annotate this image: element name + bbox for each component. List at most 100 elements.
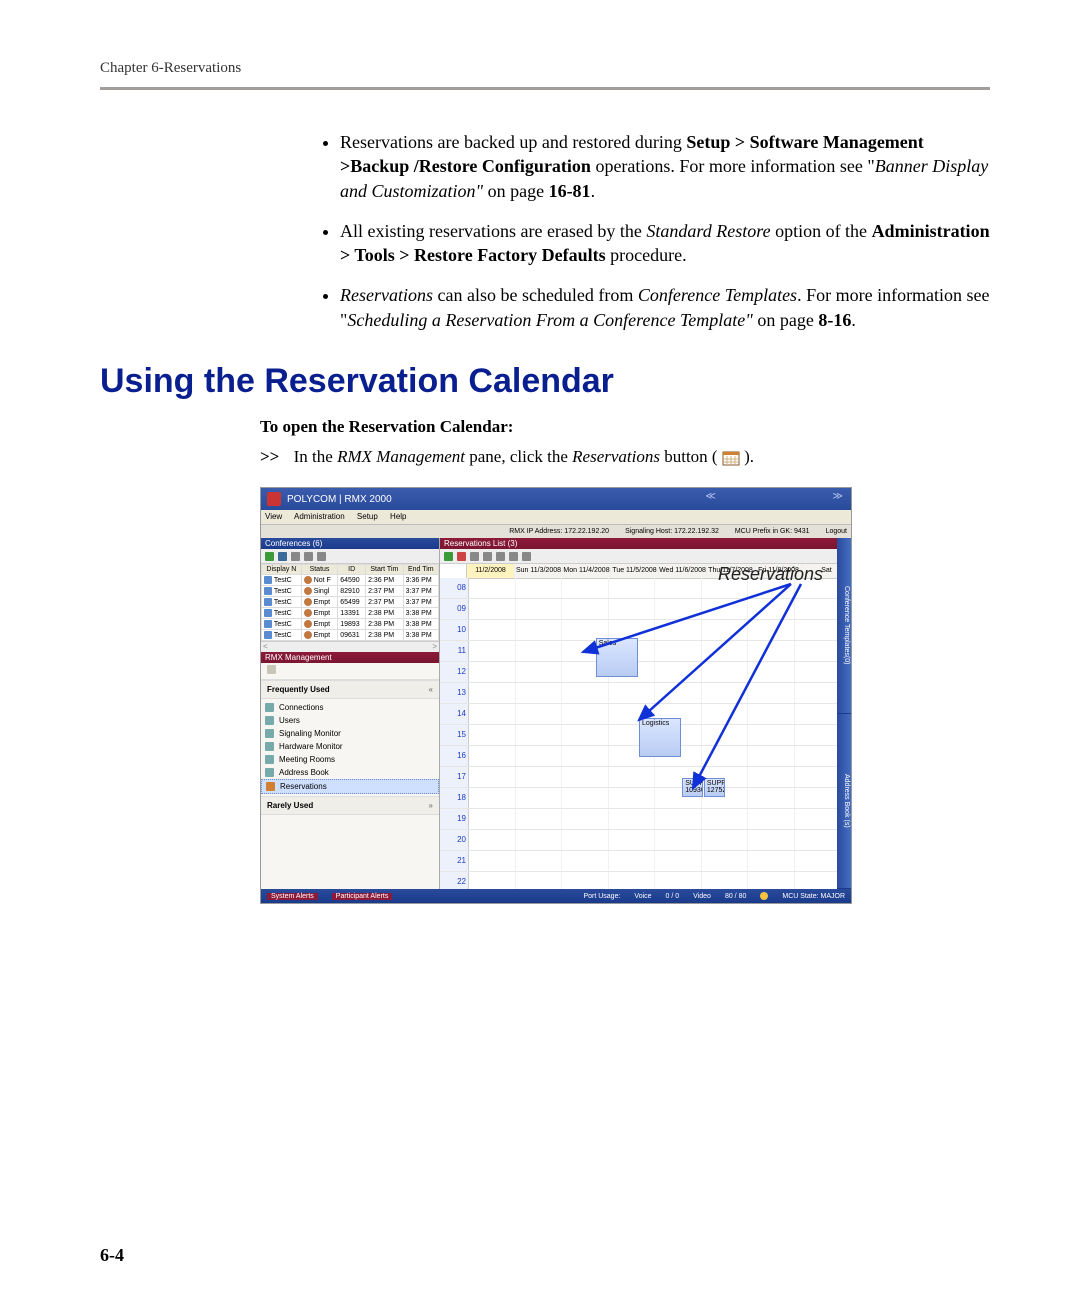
calendar-grid[interactable]: 11/2/2008Sun 11/3/2008Mon 11/4/2008Tue 1… [440,564,851,889]
calendar-appointment[interactable]: SUPPORT 10930 [682,778,703,797]
hour-label: 17 [440,767,469,787]
menu-setup[interactable]: Setup [357,512,378,521]
tool-icon[interactable] [304,552,313,561]
italic-text: RMX Management [337,447,465,466]
italic-text: Conference Templates [638,285,797,305]
day-header[interactable]: Wed 11/6/2008 [659,564,707,578]
table-cell: 13391 [338,608,366,619]
hour-label: 14 [440,704,469,724]
conf-col-header[interactable]: Start Tim [366,565,404,575]
voice-value: 0 / 0 [666,893,680,900]
info-signaling: Signaling Host: 172.22.192.32 [625,525,719,539]
hour-row[interactable]: 13 [440,683,841,704]
new-res-icon[interactable] [444,552,453,561]
rmx-item-users[interactable]: Users [261,714,439,727]
page-ref: 8-16 [818,310,851,330]
participant-alerts[interactable]: Participant Alerts [332,893,393,900]
calendar-appointment[interactable]: Sales [596,638,638,677]
list-view-icon[interactable] [522,552,531,561]
month-view-icon[interactable] [509,552,518,561]
today-icon[interactable] [470,552,479,561]
tool-icon[interactable] [291,552,300,561]
tool-icon[interactable] [317,552,326,561]
port-usage-label: Port Usage: [583,893,620,900]
table-row[interactable]: TestC Singl829102:37 PM3:37 PM [262,586,439,597]
rmx-item-meeting-rooms[interactable]: Meeting Rooms [261,753,439,766]
status-bar: System Alerts Participant Alerts Port Us… [261,889,851,903]
hour-row[interactable]: 11 [440,641,841,662]
calendar-appointment[interactable]: Logistics [639,718,681,757]
side-tab-conference-templates[interactable]: Conference Templates(0) [837,538,851,714]
week-view-icon[interactable] [496,552,505,561]
hour-label: 20 [440,830,469,850]
day-view-icon[interactable] [483,552,492,561]
table-cell: 3:38 PM [403,630,438,641]
hour-row[interactable]: 09 [440,599,841,620]
conferences-pane-title: Conferences (6) [261,538,439,549]
text: ). [744,447,754,466]
collapse-icon[interactable] [267,665,276,674]
table-row[interactable]: TestC Not F645902:36 PM3:36 PM [262,575,439,586]
table-row[interactable]: TestC Empt133912:38 PM3:38 PM [262,608,439,619]
nav-arrows-icon[interactable]: ≪ ≫ [705,491,845,502]
side-tabs: Conference Templates(0) Address Book (s) [837,538,851,889]
table-cell: TestC [262,586,302,597]
text: In the [294,447,337,466]
delete-res-icon[interactable] [457,552,466,561]
conf-col-header[interactable]: End Tim [403,565,438,575]
conf-col-header[interactable]: ID [338,565,366,575]
rmx-item-reservations[interactable]: Reservations [261,779,439,794]
mcu-state: MCU State: MAJOR [782,893,845,900]
hour-row[interactable]: 17 [440,767,841,788]
hour-row[interactable]: 21 [440,851,841,872]
calendar-appointment[interactable]: SUPPORT 12752 [704,778,725,797]
hour-row[interactable]: 19 [440,809,841,830]
hour-label: 08 [440,578,469,598]
day-header[interactable]: Mon 11/4/2008 [563,564,611,578]
table-cell: 64590 [338,575,366,586]
hour-row[interactable]: 18 [440,788,841,809]
table-cell: Not F [301,575,337,586]
table-row[interactable]: TestC Empt654992:37 PM3:37 PM [262,597,439,608]
window-titlebar: POLYCOM | RMX 2000 ≪ ≫ [261,488,851,510]
hour-label: 15 [440,725,469,745]
rarely-used-section[interactable]: Rarely Used» [261,796,439,815]
table-row[interactable]: TestC Empt096312:38 PM3:38 PM [262,630,439,641]
hour-row[interactable]: 20 [440,830,841,851]
logout-link[interactable]: Logout [826,525,847,539]
rmx-item-address-book[interactable]: Address Book [261,766,439,779]
menu-help[interactable]: Help [390,512,406,521]
conf-col-header[interactable]: Display N [262,565,302,575]
table-cell: TestC [262,597,302,608]
bullet-1: Reservations are backed up and restored … [340,130,990,203]
conf-col-header[interactable]: Status [301,565,337,575]
rmx-item-signaling-monitor[interactable]: Signaling Monitor [261,727,439,740]
italic-text: Scheduling a Reservation From a Conferen… [347,310,752,330]
hscroll[interactable]: <> [261,641,439,652]
side-tab-address-book[interactable]: Address Book (s) [837,714,851,890]
frequently-used-section[interactable]: Frequently Used« [261,680,439,699]
table-cell: 2:36 PM [366,575,404,586]
menu-view[interactable]: View [265,512,282,521]
text: option of the [771,221,872,241]
table-cell: TestC [262,630,302,641]
day-header[interactable]: Tue 11/5/2008 [611,564,659,578]
day-header[interactable]: 11/2/2008 [467,564,515,578]
bullet-3: Reservations can also be scheduled from … [340,283,990,332]
menu-administration[interactable]: Administration [294,512,345,521]
rmx-item-connections[interactable]: Connections [261,701,439,714]
text: button ( [660,447,718,466]
hour-row[interactable]: 22 [440,872,841,889]
table-cell: 3:36 PM [403,575,438,586]
system-alerts[interactable]: System Alerts [267,893,318,900]
hour-row[interactable]: 10 [440,620,841,641]
rmx-item-hardware-monitor[interactable]: Hardware Monitor [261,740,439,753]
new-conf-icon[interactable] [265,552,274,561]
day-header[interactable]: Sun 11/3/2008 [515,564,563,578]
hour-row[interactable]: 12 [440,662,841,683]
item-label: Signaling Monitor [279,729,341,738]
table-cell: 3:37 PM [403,586,438,597]
table-row[interactable]: TestC Empt198932:38 PM3:38 PM [262,619,439,630]
delete-icon[interactable] [278,552,287,561]
video-label: Video [693,893,711,900]
